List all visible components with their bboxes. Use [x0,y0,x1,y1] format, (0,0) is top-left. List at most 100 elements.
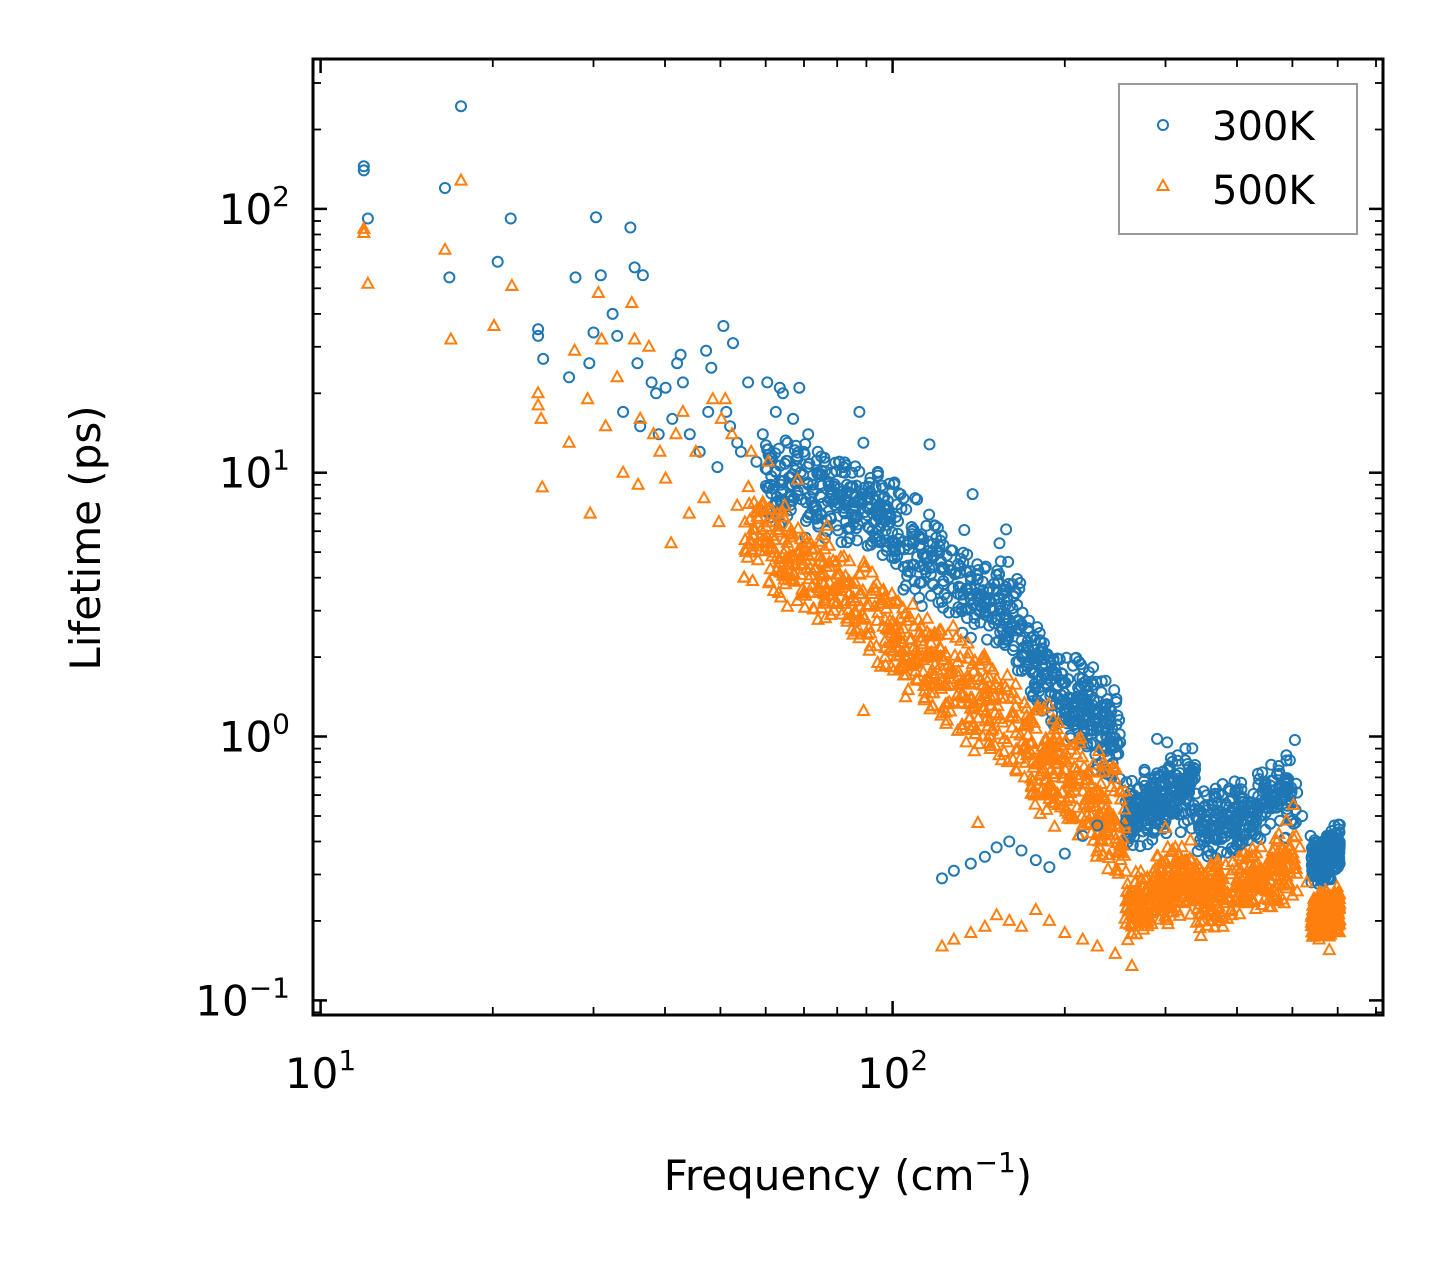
cloud-point [876,618,891,632]
cloud-point [1130,887,1146,901]
data-point [705,361,718,374]
data-point [674,348,687,361]
cloud-point [1118,863,1134,877]
data-point [504,277,520,291]
data-point [583,505,598,519]
cloud-point [861,509,874,522]
cloud-point [1322,857,1335,870]
cloud-point [1192,878,1208,892]
cloud-point [838,593,853,607]
cloud-point [775,567,790,581]
cloud-point [1063,784,1078,798]
data-point [1076,829,1089,842]
cloud-point [993,634,1006,647]
data-point [724,426,740,440]
data-point [1014,918,1029,932]
cloud-point [842,495,854,508]
cloud-point [1252,799,1265,812]
data-point [357,164,370,177]
data-point [532,323,545,336]
cloud-point [1253,839,1269,853]
cloud-point [1023,744,1038,758]
data-point [1124,957,1140,971]
cloud-point [985,661,1000,675]
data-point [1197,785,1210,798]
cloud-point [977,652,993,666]
cloud-point [936,651,951,665]
cloud-point [798,482,811,495]
cloud-point [822,574,837,588]
data-point [1045,657,1057,669]
cloud-point [1148,771,1161,784]
cloud-point [779,434,792,447]
data-point [530,397,546,411]
data-point [1315,924,1330,938]
cloud-point [1143,886,1158,900]
cloud-point [1325,914,1340,928]
cloud-point [995,620,1008,633]
cloud-point [935,662,950,676]
cloud-point [1107,770,1122,784]
cloud-point [972,656,987,670]
data-point [960,566,973,579]
data-point [1108,684,1121,697]
cloud-point [833,549,849,563]
cloud-point [981,633,994,646]
cloud-point [818,610,833,624]
data-point [885,643,900,657]
cloud-point [909,492,922,505]
cloud-point [810,454,823,467]
cloud-point [901,569,914,582]
cloud-point [1024,779,1040,793]
cloud-point [1109,835,1124,849]
data-point [983,738,998,752]
cloud-point [962,711,977,725]
cloud-point [777,531,792,545]
data-point [1075,817,1090,831]
cloud-point [1080,771,1095,785]
cloud-point [976,702,991,716]
data-point [443,271,456,284]
cloud-point [749,504,764,518]
data-point [797,445,810,458]
data-point [1187,887,1203,901]
cloud-point [1054,765,1069,779]
data-point [1260,855,1275,869]
cloud-point [938,696,953,710]
cloud-point [848,504,861,517]
cloud-point [1219,830,1232,843]
data-point [624,221,637,234]
cloud-point [798,587,813,601]
data-point [537,352,550,365]
cloud-point [1259,806,1272,819]
cloud-point [978,680,993,694]
cloud-point [1138,763,1151,776]
cloud-point [1117,820,1132,834]
cloud-point [964,593,977,606]
data-point [840,478,853,491]
cloud-point [1240,829,1253,842]
cloud-point [806,500,819,513]
cloud-point [757,535,772,549]
data-point [1288,734,1301,746]
data-point [1015,844,1028,857]
cloud-point [1290,883,1305,897]
data-point [1158,819,1173,833]
data-point [1241,878,1257,892]
cloud-point [1225,862,1240,876]
data-point [842,584,857,598]
cloud-point [885,613,900,627]
data-point [1251,805,1264,818]
cloud-point [890,557,903,570]
cloud-point [1272,760,1285,772]
data-point [975,728,990,742]
cloud-point [903,543,915,555]
data-point [1308,912,1323,926]
data-point [906,525,919,538]
data-point [580,391,595,405]
cloud-point [1018,754,1033,768]
cloud-point [808,562,823,576]
cloud-point [1124,898,1139,912]
cloud-point [905,596,920,610]
cloud-point [1180,786,1192,799]
